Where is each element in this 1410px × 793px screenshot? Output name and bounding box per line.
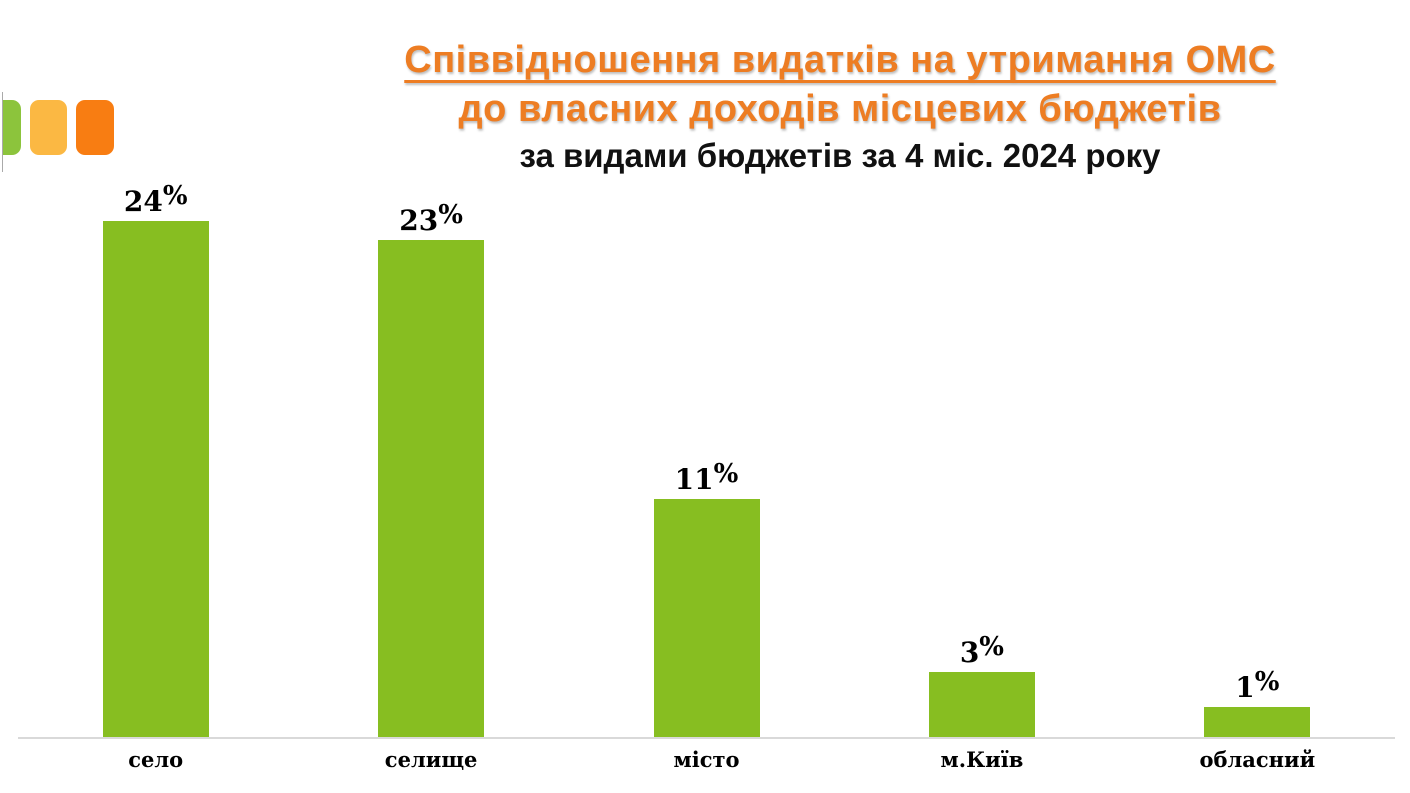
bar-value-number: 3 (959, 636, 980, 670)
bar (1204, 707, 1311, 737)
bar-value-number: 11 (674, 463, 714, 497)
bar-column: 24% (18, 181, 293, 737)
bar (928, 672, 1035, 737)
chart-title-block: Співвідношення видатків на утримання ОМС… (285, 34, 1395, 178)
percent-sign: % (438, 199, 463, 230)
percent-sign: % (1254, 667, 1280, 697)
bar-column: 11% (569, 185, 844, 737)
bar-column: 3% (844, 185, 1119, 737)
logo-square-yellow-icon (30, 100, 67, 155)
bar-chart-plot-area: 24% 23% 11% 3% 1% (18, 181, 1395, 739)
logo-divider-line (2, 92, 3, 172)
category-axis: село селище місто м.Київ обласний (18, 747, 1395, 772)
percent-sign: % (979, 632, 1005, 663)
chart-title-line2: до власних доходів місцевих бюджетів (458, 88, 1222, 131)
category-label: селище (384, 747, 478, 772)
bar-value-number: 1 (1235, 671, 1255, 704)
percent-sign: % (162, 181, 188, 211)
category-label: місто (673, 747, 740, 772)
category-label: село (128, 747, 184, 772)
logo-square-orange-icon (76, 100, 114, 155)
bar-value-label: 11% (674, 459, 739, 497)
category-label: м.Київ (940, 747, 1024, 772)
bar-value-label: 24% (123, 181, 188, 218)
chart-subtitle: за видами бюджетів за 4 міс. 2024 року (519, 136, 1161, 174)
bar-column: 23% (293, 185, 568, 737)
bar-value-label: 1% (1235, 667, 1279, 704)
category-label: обласний (1199, 747, 1316, 772)
bar (378, 239, 485, 737)
bar-column: 1% (1120, 185, 1395, 737)
bar-value-number: 24 (123, 185, 163, 218)
percent-sign: % (713, 459, 739, 490)
bar-value-label: 3% (959, 632, 1004, 670)
bar-value-label: 23% (399, 200, 463, 237)
bar (653, 499, 760, 737)
chart-title-line1: Співвідношення видатків на утримання ОМС (404, 39, 1276, 81)
logo-square-green-icon (3, 100, 21, 155)
bar-value-number: 23 (399, 203, 439, 237)
bar (102, 221, 209, 737)
